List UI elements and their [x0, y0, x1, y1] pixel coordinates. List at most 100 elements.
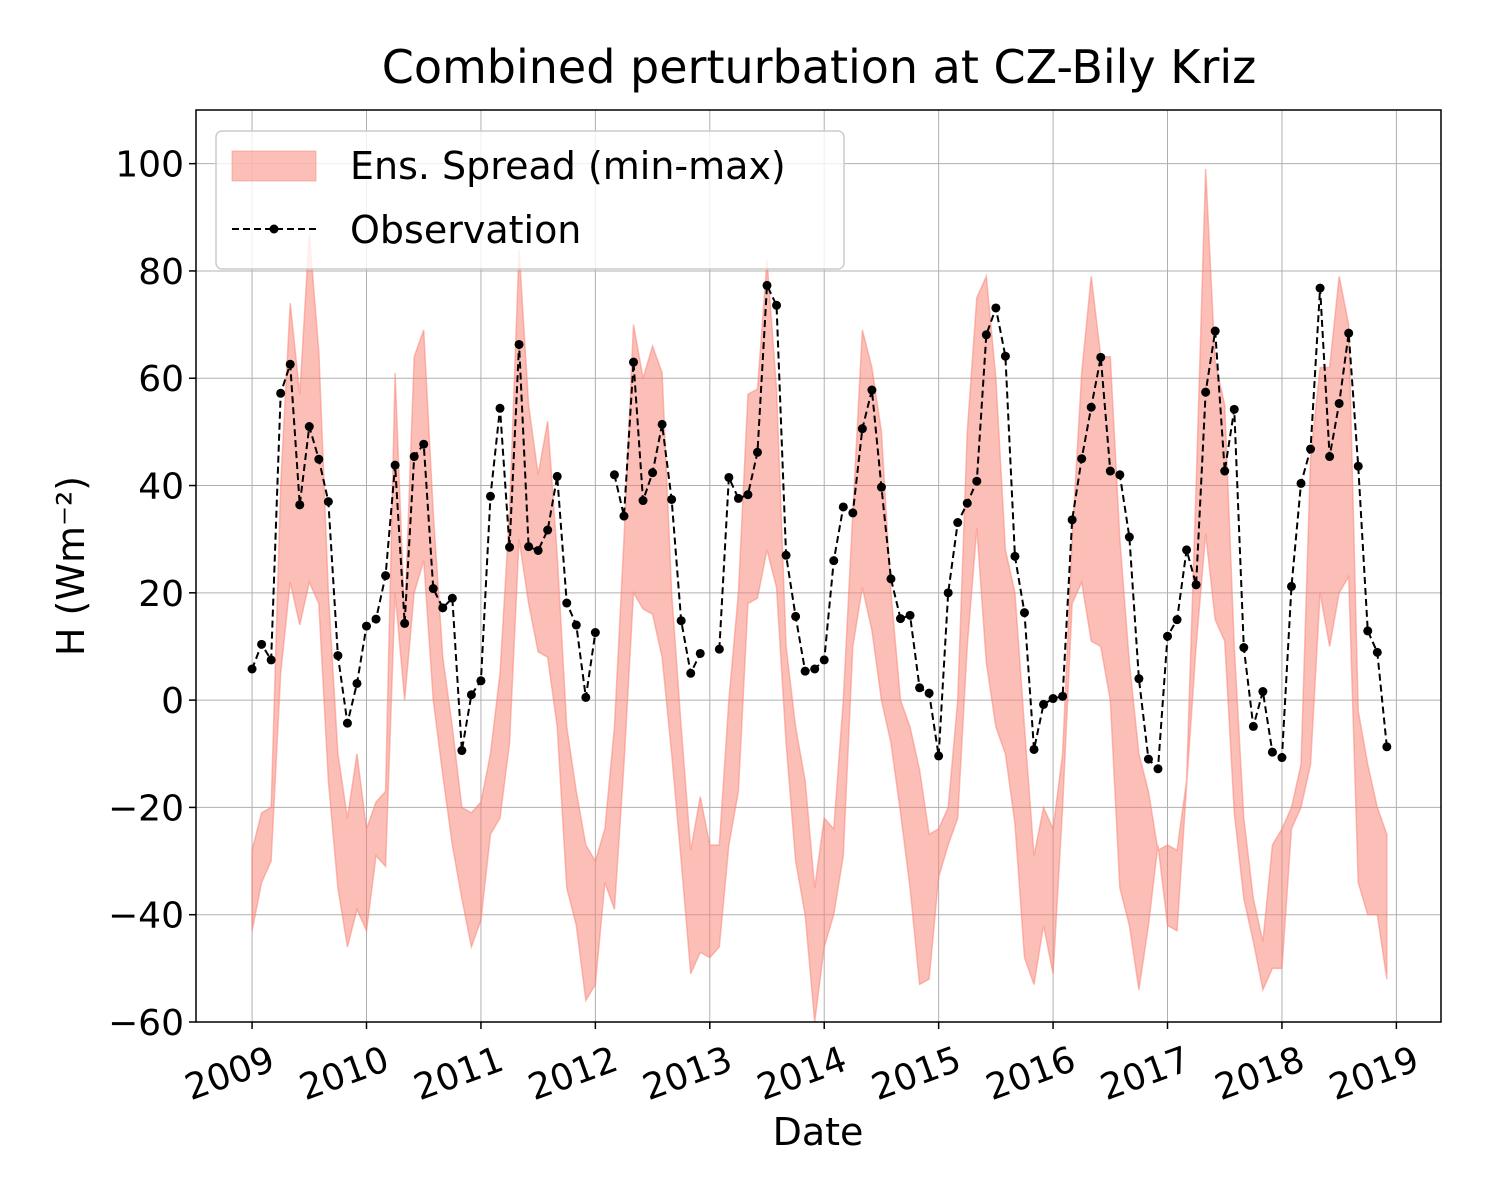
x-tick-label: 2015 [866, 1039, 966, 1109]
x-tick-label: 2014 [752, 1039, 852, 1109]
observation-marker [1277, 753, 1287, 763]
observation-marker [409, 452, 419, 462]
observation-marker [323, 497, 333, 507]
observation-marker [953, 518, 963, 528]
observation-marker [752, 447, 762, 457]
observation-marker [276, 388, 286, 398]
observation-marker [485, 491, 495, 501]
observation-marker [609, 470, 619, 480]
observation-marker [772, 300, 782, 310]
legend-swatch [231, 150, 317, 182]
observation-marker [1172, 615, 1182, 625]
observation-marker [638, 496, 648, 506]
legend-box [215, 130, 845, 270]
observation-marker [1306, 444, 1316, 454]
observation-marker [676, 616, 686, 626]
y-tick-label: 0 [161, 681, 184, 722]
observation-marker [619, 511, 629, 521]
x-tick-label: 2018 [1210, 1039, 1310, 1109]
observation-marker [352, 678, 362, 688]
observation-marker [743, 490, 753, 500]
observation-marker [419, 439, 429, 449]
observation-marker [1220, 466, 1230, 476]
observation-marker [1124, 532, 1134, 542]
observation-marker [457, 746, 467, 756]
observation-marker [1210, 326, 1220, 336]
observation-marker [1086, 402, 1096, 412]
observation-marker [981, 330, 991, 340]
observation-marker [1258, 687, 1268, 697]
y-tick-label: 20 [138, 574, 184, 615]
observation-marker [876, 482, 886, 492]
observation-marker [514, 339, 524, 349]
observation-marker [915, 683, 925, 693]
observation-marker [1153, 764, 1163, 774]
observation-marker [924, 688, 934, 698]
observation-marker [1134, 674, 1144, 684]
observation-marker [505, 542, 515, 552]
observation-marker [943, 588, 953, 598]
observation-marker [562, 598, 572, 608]
observation-marker [991, 303, 1001, 313]
observation-marker [266, 655, 276, 665]
x-tick-label: 2009 [180, 1039, 280, 1109]
observation-marker [1105, 466, 1115, 476]
observation-marker [590, 628, 600, 638]
observation-marker [1296, 478, 1306, 488]
observation-marker [800, 666, 810, 676]
legend-marker [269, 224, 279, 234]
observation-marker [285, 359, 295, 369]
observation-marker [476, 676, 486, 686]
observation-marker [629, 357, 639, 367]
x-tick-label: 2017 [1095, 1039, 1195, 1109]
observation-marker [1077, 454, 1087, 464]
y-tick-label: 40 [138, 467, 184, 508]
observation-marker [695, 648, 705, 658]
observation-marker [848, 508, 858, 518]
observation-marker [1382, 742, 1392, 752]
observation-marker [1229, 404, 1239, 414]
observation-marker [1096, 352, 1106, 362]
x-tick-label: 2010 [294, 1039, 394, 1109]
observation-marker [657, 419, 667, 429]
observation-marker [381, 571, 391, 581]
observation-marker [1019, 608, 1029, 618]
observation-marker [257, 639, 267, 649]
observation-marker [1000, 351, 1010, 361]
observation-marker [857, 424, 867, 434]
y-tick-label: 100 [115, 145, 184, 186]
observation-marker [791, 611, 801, 621]
observation-marker [390, 460, 400, 470]
observation-marker [1067, 515, 1077, 525]
observation-marker [762, 280, 772, 290]
observation-marker [295, 500, 305, 510]
observation-marker [1039, 699, 1049, 709]
observation-marker [1143, 754, 1153, 764]
observation-marker [362, 621, 372, 631]
observation-marker [1267, 747, 1277, 757]
observation-marker [714, 644, 724, 654]
observation-marker [400, 618, 410, 628]
y-axis-label: H (Wm⁻²) [49, 476, 93, 656]
y-tick-label: 80 [138, 252, 184, 293]
observation-marker [1325, 452, 1335, 462]
ensemble-band [251, 168, 1388, 1023]
observation-marker [867, 385, 877, 395]
y-tick-label: −40 [108, 896, 184, 937]
observation-marker [724, 472, 734, 482]
observation-marker [342, 718, 352, 728]
observation-marker [896, 614, 906, 624]
observation-marker [371, 614, 381, 624]
observation-marker [581, 692, 591, 702]
observation-marker [552, 471, 562, 481]
observation-marker [495, 403, 505, 413]
legend-label: Ens. Spread (min-max) [350, 144, 786, 188]
observation-marker [1115, 470, 1125, 480]
observation-marker [571, 620, 581, 630]
y-tick-label: 60 [138, 359, 184, 400]
observation-marker [438, 603, 448, 613]
observation-marker [447, 593, 457, 603]
observation-marker [543, 525, 553, 535]
plot-frame [195, 109, 1442, 1023]
